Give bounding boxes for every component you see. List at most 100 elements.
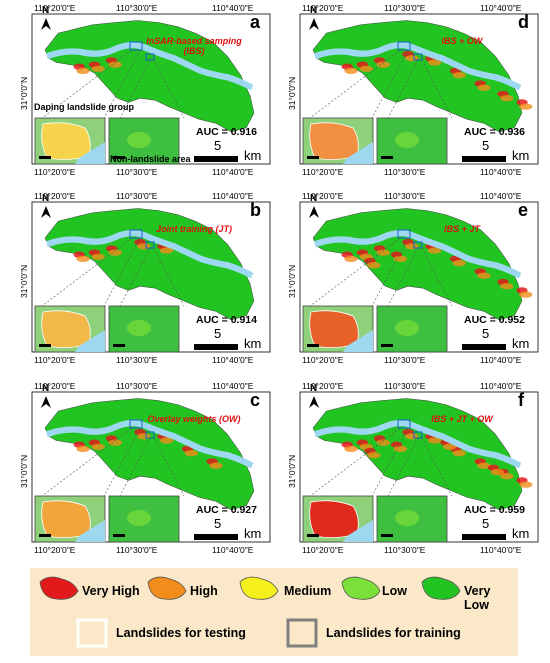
lon-bottom-2: 110°30'0"E	[384, 167, 426, 177]
map-svg	[299, 391, 539, 543]
inset-landslide	[302, 117, 374, 165]
inset-nonlandslide	[108, 495, 180, 543]
panel-letter: b	[250, 200, 261, 220]
lat-label: 31°0'0"N	[287, 76, 297, 110]
river	[45, 229, 254, 279]
label-nonlandslide-area: Non-landslide area	[110, 154, 191, 164]
lon-bottom-1: 110°20'0"E	[302, 355, 344, 365]
map-panel-e: 110°20'0"E 110°30'0"E 110°40'0"E 110°20'…	[280, 188, 545, 373]
legend: Very High High Medium Low Very Low Lands…	[30, 568, 518, 656]
auc-value: AUC = 0.936	[464, 126, 525, 138]
legend-swatch-high	[147, 576, 187, 600]
legend-label-very-high: Very High	[82, 584, 140, 598]
inset-landslide	[34, 495, 106, 543]
leader-line-4	[421, 247, 453, 307]
panel-letter: d	[518, 12, 529, 32]
leader-line-2	[103, 427, 141, 497]
lon-top-2: 110°30'0"E	[116, 3, 158, 13]
north-label: N	[310, 383, 318, 394]
lon-top-3: 110°40'0"E	[212, 3, 254, 13]
leader-line-4	[421, 59, 453, 119]
river	[313, 41, 522, 91]
panel-letter: c	[250, 390, 261, 410]
method-label: IBS + JT	[412, 224, 512, 234]
river	[45, 41, 254, 91]
inset-nonlandslide	[376, 305, 448, 353]
lon-top-3: 110°40'0"E	[480, 3, 522, 13]
river	[45, 419, 254, 469]
leader-line-3	[387, 437, 419, 497]
method-label: InSAR-based samping (IBS)	[144, 36, 244, 56]
zoom-box-left	[129, 419, 143, 429]
auc-value: AUC = 0.916	[196, 126, 257, 138]
north-arrow-icon	[309, 206, 319, 218]
lon-top-3: 110°40'0"E	[480, 381, 522, 391]
north-arrow-icon	[309, 396, 319, 408]
method-line-1: IBS + JT + OW	[431, 414, 493, 424]
lon-bottom-2: 110°30'0"E	[116, 167, 158, 177]
north-label: N	[42, 193, 50, 204]
scale-value: 5	[214, 516, 222, 531]
panel-letter: a	[250, 12, 261, 32]
lon-top-2: 110°30'0"E	[384, 191, 426, 201]
method-label: Joint training (JT)	[144, 224, 244, 234]
scale-value: 5	[482, 138, 490, 153]
leader-line-3	[119, 437, 151, 497]
lon-top-2: 110°30'0"E	[116, 381, 158, 391]
leader-line-1	[41, 49, 133, 119]
leader-line-3	[119, 247, 151, 307]
lon-bottom-2: 110°30'0"E	[384, 545, 426, 555]
north-arrow-icon	[41, 18, 51, 30]
map-svg	[31, 391, 271, 543]
scale-bar	[462, 344, 506, 350]
lon-bottom-1: 110°20'0"E	[34, 545, 76, 555]
scale-bar	[194, 344, 238, 350]
legend-label-low: Low	[382, 584, 407, 598]
legend-label-very-low: Very Low	[464, 584, 491, 612]
map-panel-f: 110°20'0"E 110°30'0"E 110°40'0"E 110°20'…	[280, 378, 545, 563]
scale-bar	[462, 534, 506, 540]
leader-line-2	[371, 49, 409, 119]
scale-unit: km	[244, 336, 262, 351]
lat-label: 31°0'0"N	[287, 264, 297, 298]
leader-line-1	[309, 427, 401, 497]
label-daping-group: Daping landslide group	[34, 102, 135, 112]
north-arrow-icon	[309, 18, 319, 30]
legend-swatch-medium	[239, 576, 279, 600]
lon-bottom-1: 110°20'0"E	[34, 167, 76, 177]
lon-bottom-3: 110°40'0"E	[212, 545, 254, 555]
leader-line-3	[387, 247, 419, 307]
scale-unit: km	[244, 526, 262, 541]
method-line-1: Overlay weights (OW)	[147, 414, 241, 424]
leader-line-4	[153, 247, 185, 307]
lon-bottom-2: 110°30'0"E	[116, 545, 158, 555]
inset-nonlandslide	[108, 305, 180, 353]
map-svg	[31, 201, 271, 353]
legend-label-high: High	[190, 584, 218, 598]
lon-bottom-1: 110°20'0"E	[302, 545, 344, 555]
map-panel-b: 110°20'0"E 110°30'0"E 110°40'0"E 110°20'…	[12, 188, 277, 373]
lon-top-1: 110°20'0"E	[302, 3, 344, 13]
auc-value: AUC = 0.952	[464, 314, 525, 326]
leader-line-4	[153, 59, 185, 119]
lon-top-1: 110°20'0"E	[302, 381, 344, 391]
study-area	[44, 398, 255, 511]
legend-label-medium: Medium	[284, 584, 332, 598]
lon-bottom-3: 110°40'0"E	[480, 167, 522, 177]
lon-bottom-3: 110°40'0"E	[480, 545, 522, 555]
method-line-1: IBS + OW	[441, 36, 483, 46]
north-label: N	[42, 5, 50, 16]
lon-top-3: 110°40'0"E	[212, 191, 254, 201]
lat-label: 31°0'0"N	[19, 264, 29, 298]
susceptibility-hotspots	[73, 57, 122, 75]
auc-value: AUC = 0.959	[464, 504, 525, 516]
scale-unit: km	[244, 148, 262, 163]
map-panel-d: 110°20'0"E 110°30'0"E 110°40'0"E 110°20'…	[280, 0, 545, 185]
north-label: N	[42, 383, 50, 394]
lon-top-2: 110°30'0"E	[384, 381, 426, 391]
legend-box-training	[286, 618, 318, 648]
inset-nonlandslide	[376, 117, 448, 165]
legend-swatch-very-low	[421, 576, 461, 600]
zoom-box-left	[129, 41, 143, 51]
study-area	[312, 398, 523, 511]
